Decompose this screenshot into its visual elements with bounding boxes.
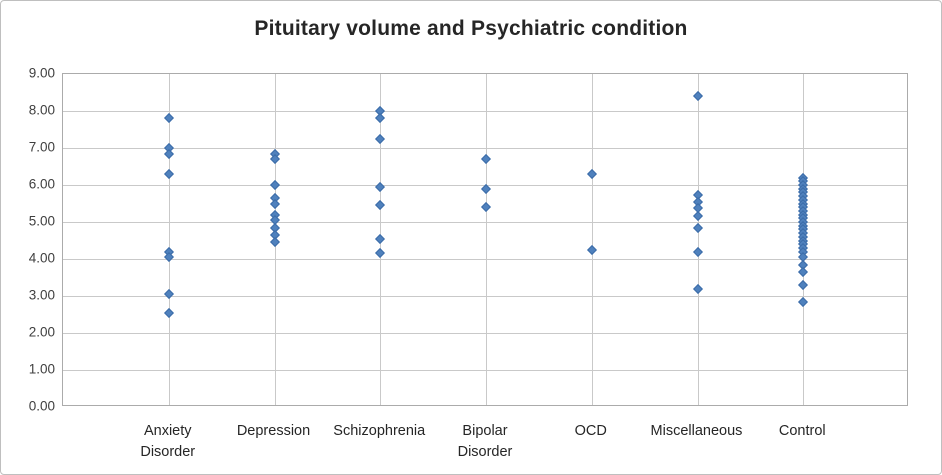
data-point [798, 266, 809, 277]
horizontal-gridline [63, 222, 907, 223]
x-category-label: OCD [516, 421, 666, 442]
plot-area [62, 73, 908, 406]
horizontal-gridline [63, 333, 907, 334]
y-tick-label: 0.00 [28, 398, 55, 414]
data-point [163, 307, 174, 318]
data-point [375, 181, 386, 192]
data-point [269, 198, 280, 209]
data-point [375, 200, 386, 211]
y-tick-label: 7.00 [28, 139, 55, 155]
data-point [692, 283, 703, 294]
x-category-label-line: Depression [236, 423, 311, 439]
x-category-label-line: Control [778, 423, 826, 439]
y-tick-label: 3.00 [28, 287, 55, 303]
x-category-label: Bipolar Disorder [410, 421, 560, 463]
data-point [269, 180, 280, 190]
x-category-label-line: Schizophrenia [333, 423, 426, 439]
vertical-gridline [697, 74, 699, 405]
data-point [375, 133, 386, 144]
data-point [375, 233, 386, 244]
vertical-gridline [591, 74, 593, 405]
y-tick-label: 9.00 [28, 65, 55, 81]
x-category-label-line: Disorder [457, 444, 513, 460]
x-category-label-line: Miscellaneous [650, 423, 743, 439]
data-point [375, 113, 386, 124]
x-category-label: Control [727, 421, 877, 442]
y-tick-label: 4.00 [28, 250, 55, 266]
chart-title: Pituitary volume and Psychiatric conditi… [254, 17, 688, 40]
x-category-label: Anxiety Disorder [93, 421, 243, 463]
data-point [692, 246, 703, 257]
data-point [798, 279, 809, 290]
x-category-label-line: Bipolar [462, 423, 508, 439]
x-category-label-line: Disorder [140, 444, 196, 460]
horizontal-gridline [63, 148, 907, 149]
data-point [269, 237, 280, 248]
x-category-label-line: Anxiety [143, 423, 192, 439]
data-point [375, 248, 386, 259]
data-point [586, 168, 597, 179]
data-point [692, 222, 703, 233]
horizontal-gridline [63, 111, 907, 112]
x-category-label-line: OCD [574, 423, 607, 439]
vertical-gridline [168, 74, 170, 405]
data-point [163, 289, 174, 300]
vertical-gridline [486, 74, 487, 405]
data-point [586, 244, 597, 255]
data-point [798, 296, 809, 307]
horizontal-gridline [63, 370, 907, 371]
horizontal-gridline [63, 296, 907, 297]
data-point [481, 154, 491, 165]
y-tick-label: 6.00 [28, 176, 55, 192]
y-tick-label: 2.00 [28, 324, 55, 340]
x-category-label: Depression [199, 421, 349, 442]
y-tick-label: 8.00 [28, 102, 55, 118]
x-category-label: Schizophrenia [304, 421, 454, 442]
data-point [692, 211, 703, 222]
data-point [481, 202, 491, 213]
horizontal-gridline [63, 259, 907, 260]
y-tick-label: 5.00 [28, 213, 55, 229]
data-point [692, 91, 703, 102]
x-category-label: Miscellaneous [622, 421, 772, 442]
y-tick-label: 1.00 [28, 361, 55, 377]
data-point [163, 168, 174, 179]
data-point [163, 113, 174, 124]
